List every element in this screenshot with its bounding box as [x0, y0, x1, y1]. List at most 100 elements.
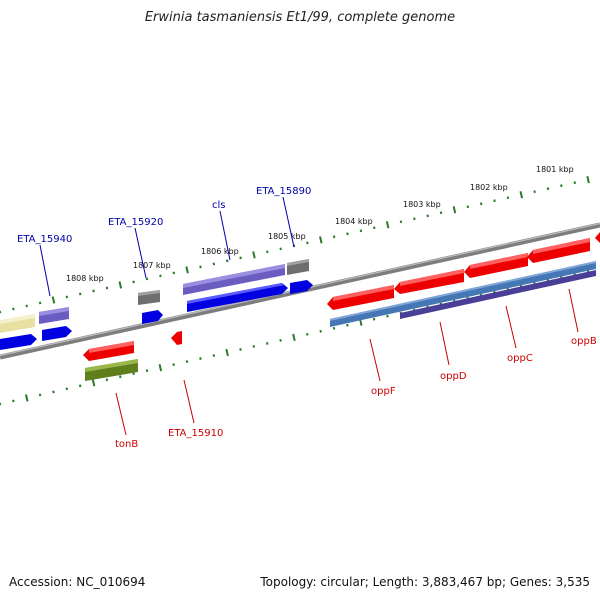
minor-tick: [426, 214, 429, 218]
label-leader-lines: [39, 196, 579, 436]
minor-tick: [346, 232, 349, 236]
gene-oppF[interactable]: [327, 285, 394, 310]
major-tick: [118, 281, 123, 289]
minor-tick: [319, 329, 322, 333]
scale-label-1808: 1808 kbp: [66, 274, 104, 283]
minor-tick: [78, 292, 82, 296]
gene-blue-arrow-1[interactable]: [187, 283, 288, 312]
gene-blue-arrow-4[interactable]: [42, 326, 72, 341]
minor-tick: [279, 339, 282, 342]
gene-label-oppB[interactable]: oppB: [571, 336, 597, 347]
minor-tick: [145, 369, 149, 373]
accession-label: Accession: NC_010694: [9, 575, 146, 589]
major-tick: [225, 348, 229, 357]
gene-blue-arrow-3[interactable]: [142, 310, 163, 324]
major-tick: [252, 251, 256, 259]
minor-tick: [105, 378, 109, 382]
gene-ETA_15920[interactable]: [138, 290, 160, 305]
gene-ETA_15890[interactable]: [287, 259, 309, 275]
minor-tick: [413, 217, 416, 221]
minor-tick: [466, 205, 470, 209]
gene-oppC[interactable]: [464, 253, 528, 278]
minor-tick: [266, 250, 269, 254]
gene-label-ETA_15940[interactable]: ETA_15940: [17, 234, 72, 245]
minor-tick: [65, 387, 69, 391]
scale-labels: 1801 kbp 1802 kbp 1803 kbp 1804 kbp 1805…: [66, 165, 574, 283]
minor-tick: [373, 226, 376, 230]
major-tick: [452, 206, 457, 214]
major-tick: [586, 176, 590, 184]
gene-blue-arrow-2[interactable]: [290, 280, 313, 294]
gene-oppB[interactable]: [527, 238, 590, 263]
minor-tick: [479, 202, 483, 206]
minor-tick: [12, 307, 15, 311]
gene-yellow-block[interactable]: [0, 314, 35, 333]
gene-ETA_15910[interactable]: [171, 331, 182, 345]
minor-tick: [346, 323, 349, 327]
scale-label-1803: 1803 kbp: [403, 200, 441, 209]
minor-tick: [172, 271, 175, 275]
minor-tick: [332, 235, 336, 239]
minor-tick: [359, 229, 363, 233]
major-tick: [185, 266, 189, 274]
outer-tick-track: [0, 176, 590, 314]
forward-features: [0, 259, 313, 350]
minor-tick: [306, 241, 309, 245]
major-tick: [319, 236, 323, 244]
scale-label-1806: 1806 kbp: [201, 247, 239, 256]
minor-tick: [386, 314, 389, 318]
gene-ETA_15940[interactable]: [39, 307, 69, 324]
gene-opp-partial[interactable]: [595, 232, 600, 243]
gene-olive-block[interactable]: [85, 359, 138, 381]
minor-tick: [239, 348, 242, 351]
minor-tick: [306, 332, 309, 336]
major-tick: [24, 394, 29, 402]
gene-label-oppF[interactable]: oppF: [371, 386, 396, 397]
minor-tick: [105, 286, 109, 290]
gene-oppD[interactable]: [394, 269, 464, 294]
minor-tick: [252, 345, 256, 348]
minor-tick: [225, 259, 229, 263]
major-tick: [519, 191, 524, 199]
gene-labels: cls ETA_15890 ETA_15920 ETA_15940 oppF o…: [17, 186, 597, 450]
gene-label-oppC[interactable]: oppC: [507, 353, 533, 364]
gene-steel-blue-bar[interactable]: [330, 261, 596, 327]
minor-tick: [493, 199, 496, 203]
minor-tick: [12, 399, 15, 403]
minor-tick: [145, 277, 149, 281]
gene-label-ETA_15890[interactable]: ETA_15890: [256, 186, 311, 197]
minor-tick: [78, 384, 82, 388]
minor-tick: [439, 211, 443, 215]
reverse-features: [83, 232, 600, 381]
minor-tick: [546, 187, 550, 191]
minor-tick: [212, 262, 216, 266]
minor-tick: [132, 372, 135, 376]
minor-tick: [533, 190, 536, 194]
scale-label-1807: 1807 kbp: [133, 261, 171, 270]
gene-label-tonB[interactable]: tonB: [115, 439, 138, 450]
gene-label-ETA_15910[interactable]: ETA_15910: [168, 428, 223, 439]
topology-label: Topology: circular; Length: 3,883,467 bp…: [260, 575, 590, 589]
major-tick: [51, 296, 56, 304]
gene-label-cls[interactable]: cls: [212, 200, 226, 211]
gene-cls[interactable]: [183, 264, 285, 295]
gene-label-oppD[interactable]: oppD: [440, 371, 467, 382]
minor-tick: [25, 304, 28, 308]
minor-tick: [52, 390, 55, 394]
minor-tick: [506, 196, 510, 200]
gene-blue-arrow-5[interactable]: [0, 334, 37, 350]
minor-tick: [279, 247, 282, 251]
scale-label-1802: 1802 kbp: [470, 183, 508, 192]
minor-tick: [199, 265, 202, 269]
minor-tick: [239, 256, 242, 260]
gene-label-ETA_15920[interactable]: ETA_15920: [108, 217, 163, 228]
minor-tick: [212, 354, 216, 357]
minor-tick: [132, 280, 135, 284]
major-tick: [91, 379, 96, 387]
scale-label-1801: 1801 kbp: [536, 165, 574, 174]
gene-tonB[interactable]: [83, 341, 134, 361]
minor-tick: [372, 317, 376, 321]
minor-tick: [119, 375, 122, 379]
minor-tick: [573, 181, 576, 185]
minor-tick: [172, 363, 175, 367]
